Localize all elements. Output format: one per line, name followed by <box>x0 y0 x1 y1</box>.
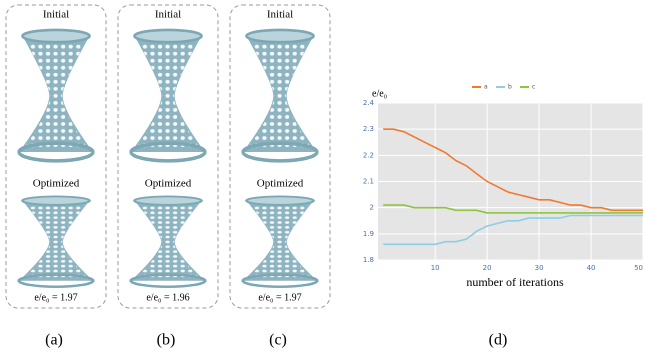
panel-ratio: e/e₀ = 1.97 <box>34 292 77 303</box>
panel-caption: (b) <box>157 332 176 349</box>
panel-caption: (a) <box>45 332 63 349</box>
x-tick-label: 20 <box>483 264 492 272</box>
panel-frame <box>117 4 219 309</box>
y-tick-label: 2.3 <box>363 125 374 133</box>
y-tick-label: 2.1 <box>363 178 374 186</box>
x-tick-label: 50 <box>634 264 643 272</box>
hyperboloid <box>17 28 95 163</box>
hyperboloid <box>17 194 95 289</box>
y-tick-label: 2.4 <box>363 99 375 107</box>
hyperboloid <box>129 28 207 163</box>
series-line <box>383 128 643 212</box>
panel-ratio: e/e₀ = 1.97 <box>258 292 301 303</box>
hyperboloid <box>241 194 319 289</box>
x-axis-label: number of iterations <box>466 275 564 289</box>
hyperboloid <box>241 28 319 163</box>
series-line <box>383 204 643 214</box>
x-tick-label: 30 <box>535 264 544 272</box>
panel-top-label: Initial <box>155 9 181 21</box>
panel-frame <box>5 4 107 309</box>
panel-ratio: e/e₀ = 1.96 <box>146 292 189 303</box>
chart-caption: (d) <box>489 332 508 349</box>
y-tick-label: 2.2 <box>363 151 374 159</box>
legend-label: a <box>484 84 488 91</box>
y-tick-label: 1.8 <box>363 256 374 264</box>
panel-top-label: Initial <box>43 9 69 21</box>
x-tick-label: 40 <box>587 264 596 272</box>
legend-label: c <box>532 84 535 91</box>
legend-label: b <box>508 84 512 91</box>
panel-bottom-label: Optimized <box>257 178 304 190</box>
panel-caption: (c) <box>269 332 287 349</box>
panel-top-label: Initial <box>267 9 293 21</box>
y-tick-label: 1.9 <box>363 230 374 238</box>
series-line <box>383 214 643 246</box>
panel-frame <box>229 4 331 309</box>
y-axis-label: e/e₀ <box>372 88 388 99</box>
x-tick-label: 10 <box>431 264 440 272</box>
hyperboloid <box>129 194 207 289</box>
panel-bottom-label: Optimized <box>33 178 80 190</box>
y-tick-label: 2 <box>370 204 374 212</box>
panel-bottom-label: Optimized <box>145 178 192 190</box>
